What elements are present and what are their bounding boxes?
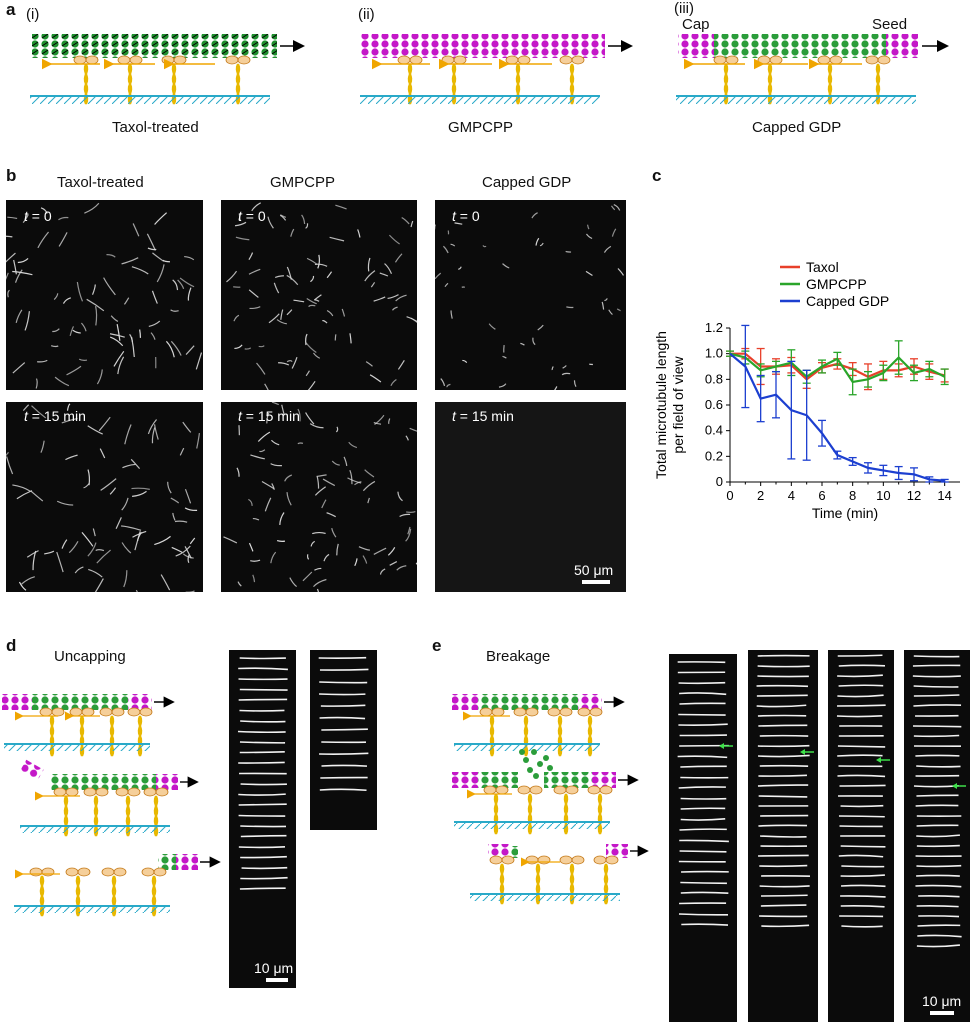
panel-letter-e: e [432, 636, 442, 655]
y-tick-label: 1.0 [705, 346, 723, 361]
error-bar [864, 370, 872, 388]
x-tick-label: 6 [818, 488, 825, 503]
scale-bar-d [266, 978, 288, 982]
time-label-taxol-t0: t = 0 [24, 208, 52, 224]
x-tick-label: 0 [726, 488, 733, 503]
error-bar [802, 369, 811, 461]
caption-capped-gdp: Capped GDP [752, 119, 842, 136]
panel-letter-d: d [6, 636, 17, 655]
error-bar [910, 364, 918, 382]
kymograph-d2 [310, 650, 377, 830]
caption-taxol: Taxol-treated [112, 119, 199, 136]
chart-series [726, 324, 949, 483]
error-bar [940, 478, 949, 483]
panel-a-roman-1: (i) [26, 6, 40, 23]
chart-axes: 0 2 4 6 8 10 12 14 0 0.2 0.4 0.6 0.8 1.0 1.2 [705, 320, 960, 503]
error-bar [848, 368, 857, 396]
time-label-gmpcpp-t0: t = 0 [238, 208, 266, 224]
y-axis-label-line1: Total microtubule length [653, 331, 669, 479]
panel-a-schematics [30, 34, 949, 106]
gdp-lattice [714, 34, 886, 58]
kymograph-e4 [904, 650, 970, 1022]
error-bar [818, 419, 826, 447]
error-bar [848, 456, 857, 466]
scale-label-b: 50 μm [574, 562, 614, 578]
x-tick-label: 8 [849, 488, 856, 503]
micrograph-capped-t15 [435, 402, 626, 592]
error-bar [741, 324, 750, 409]
cap-segment [678, 34, 714, 58]
time-label-capped-t15: t = 15 min [452, 408, 514, 424]
error-bar [879, 364, 888, 382]
error-bar [910, 467, 918, 482]
time-label-capped-t0: t = 0 [452, 208, 480, 224]
breakage-schematic [452, 694, 649, 906]
panel-e-title: Breakage [486, 648, 551, 665]
kymograph-e3 [828, 650, 894, 1022]
micrograph-gmpcpp-t15 [221, 402, 417, 592]
error-bar [925, 476, 934, 483]
x-tick-label: 12 [907, 488, 921, 503]
error-bar [756, 374, 765, 423]
y-tick-label: 1.2 [705, 320, 723, 335]
micrograph-gmpcpp-t0 [221, 200, 417, 390]
x-tick-label: 4 [788, 488, 795, 503]
panel-d-title: Uncapping [54, 648, 126, 665]
scale-bar-e [930, 1011, 954, 1015]
cap-label: Cap [682, 16, 710, 33]
error-bar [787, 360, 796, 460]
x-tick-label: 2 [757, 488, 764, 503]
caption-gmpcpp: GMPCPP [448, 119, 514, 136]
y-axis-label-line2: per field of view [670, 355, 686, 453]
micrograph-taxol-t15 [6, 402, 203, 592]
x-tick-label: 14 [937, 488, 951, 503]
gmpcpp-microtubule [360, 34, 605, 58]
y-tick-label: 0.4 [705, 423, 723, 438]
seed-label: Seed [872, 16, 908, 33]
y-tick-label: 0 [716, 474, 723, 489]
panel-letter-a: a [6, 0, 16, 19]
error-bar [879, 464, 888, 477]
time-label-gmpcpp-t15: t = 15 min [238, 408, 300, 424]
error-bar [833, 351, 842, 366]
legend-label: GMPCPP [806, 276, 867, 292]
micrograph-capped-t0 [435, 200, 626, 390]
y-tick-label: 0.8 [705, 371, 723, 386]
error-bar [925, 360, 934, 378]
error-bar [818, 359, 826, 374]
scale-label-e: 10 μm [922, 993, 962, 1009]
x-axis-label: Time (min) [812, 505, 878, 521]
x-tick-label: 10 [876, 488, 890, 503]
legend-label: Taxol [806, 259, 839, 275]
col-title-capped: Capped GDP [482, 174, 572, 191]
error-bar [833, 450, 842, 460]
micrograph-taxol-t0 [6, 200, 203, 390]
kymograph-e1 [669, 654, 737, 1022]
panel-a-roman-2: (ii) [358, 6, 375, 23]
kymograph-d1 [229, 650, 296, 988]
y-tick-label: 0.6 [705, 397, 723, 412]
uncapping-schematic [2, 694, 221, 918]
y-tick-label: 0.2 [705, 448, 723, 463]
legend-label: Capped GDP [806, 293, 889, 309]
panel-a-roman-3: (iii) [674, 0, 694, 17]
col-title-gmpcpp: GMPCPP [270, 174, 336, 191]
col-title-taxol: Taxol-treated [57, 174, 144, 191]
error-bar [894, 465, 903, 481]
kymograph-e2 [748, 650, 818, 1022]
panel-letter-c: c [652, 166, 662, 185]
error-bar [772, 370, 780, 419]
scale-bar-b [582, 580, 610, 584]
error-bar [894, 340, 903, 375]
panel-letter-b: b [6, 166, 17, 185]
taxol-microtubule [32, 34, 277, 58]
error-bar [864, 462, 872, 474]
seed-segment [886, 34, 918, 58]
error-bar [940, 368, 949, 386]
time-label-taxol-t15: t = 15 min [24, 408, 86, 424]
scale-label-d: 10 μm [254, 960, 294, 976]
